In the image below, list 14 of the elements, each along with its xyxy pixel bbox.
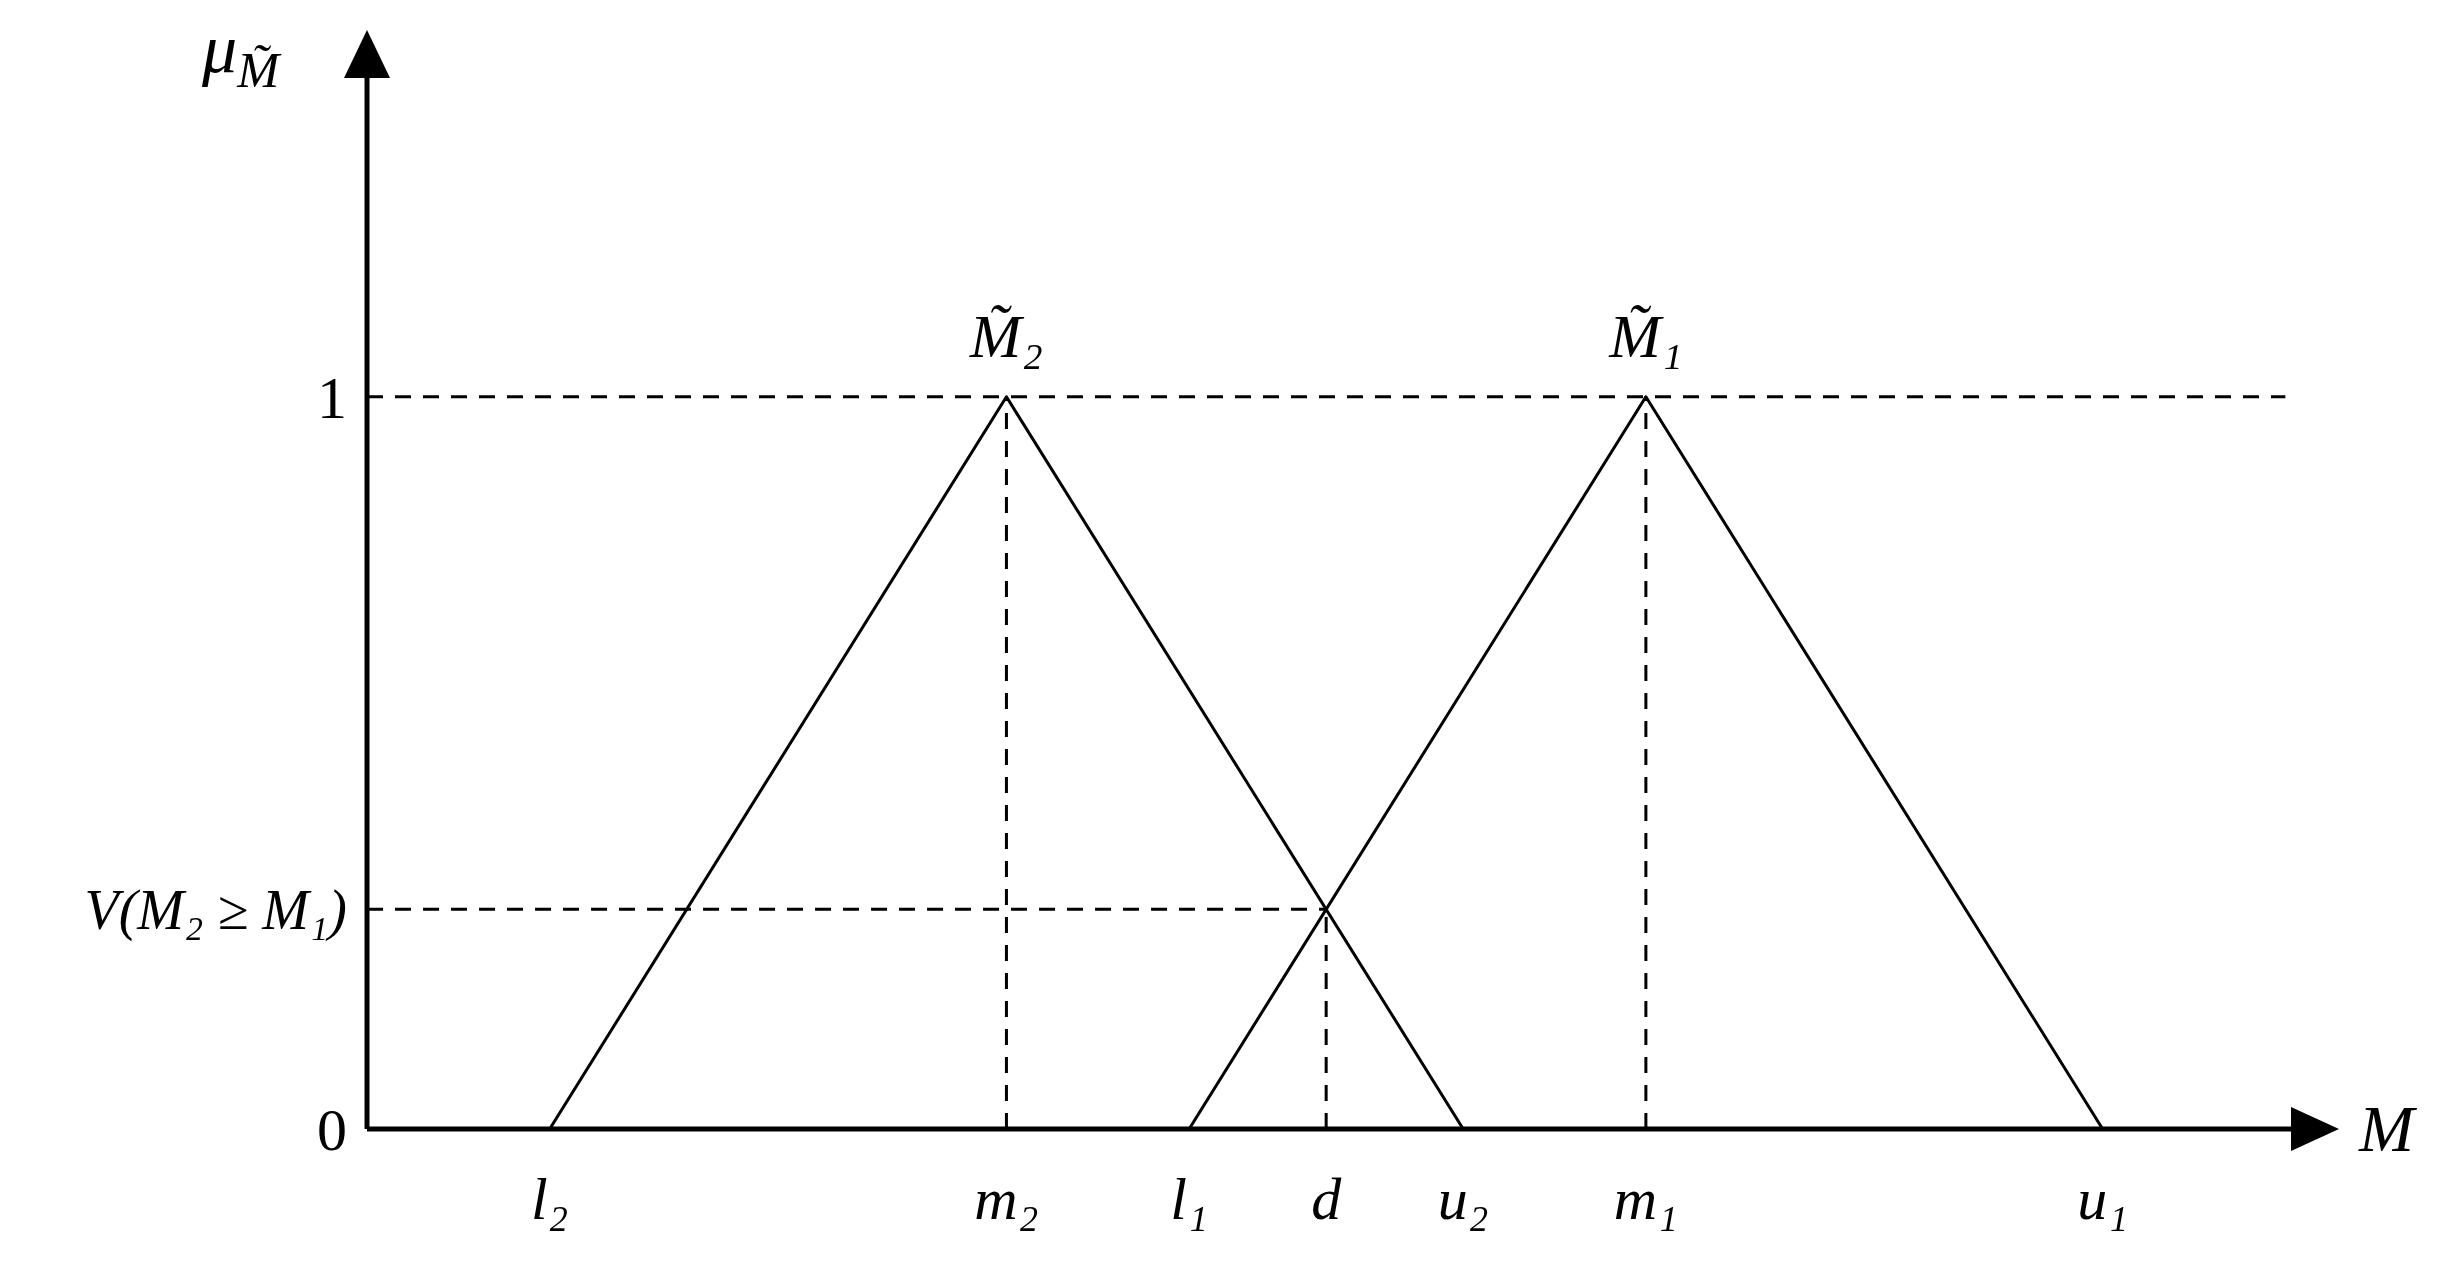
x-tick-label: l₁ xyxy=(1170,1166,1208,1232)
x-tick-label: u₁ xyxy=(2077,1166,2129,1232)
x-tick-label: m₂ xyxy=(974,1166,1039,1232)
y-tick-label: 0 xyxy=(317,1097,347,1163)
x-tick-label: l₂ xyxy=(530,1166,569,1232)
series-label: M̃₁ xyxy=(1608,301,1683,370)
x-tick-label: d xyxy=(1311,1166,1343,1232)
x-tick-label: m₁ xyxy=(1613,1166,1678,1232)
series-label: M̃₂ xyxy=(968,301,1044,370)
y-tick-label: V(M₂ ≥ M₁) xyxy=(84,878,347,942)
x-tick-label: u₂ xyxy=(1437,1166,1489,1232)
y-axis-title: μ$_{M̃}$ xyxy=(201,10,283,98)
x-axis-title: M xyxy=(2358,1092,2418,1165)
y-tick-label: 1 xyxy=(317,364,347,431)
